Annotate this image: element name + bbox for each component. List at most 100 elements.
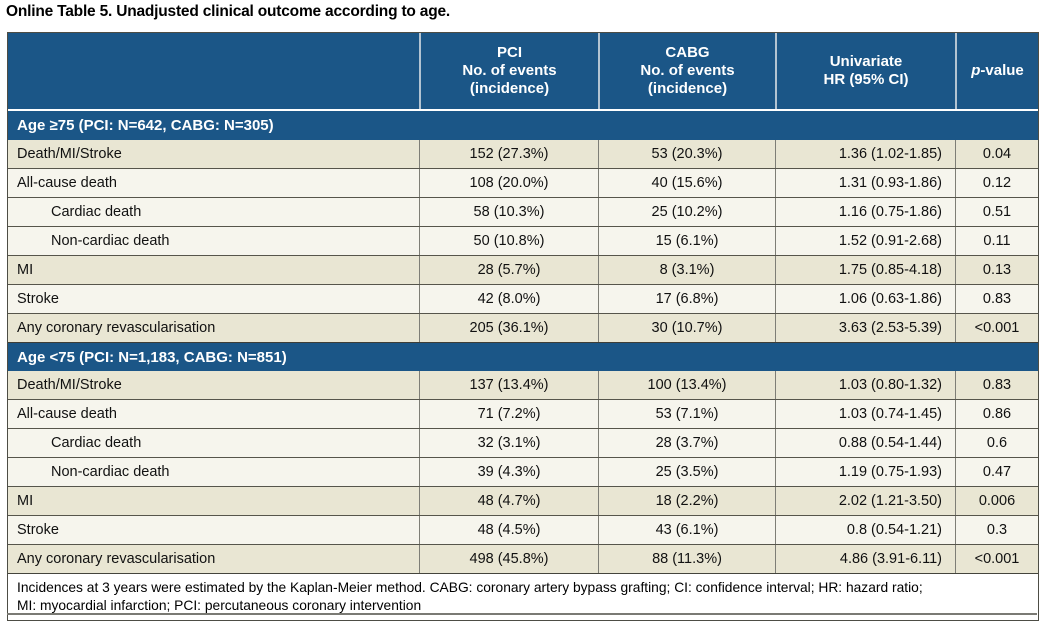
row-label: Death/MI/Stroke [17,377,122,393]
pci-value: 42 (8.0%) [419,285,598,313]
pci-value: 48 (4.7%) [419,487,598,515]
table-row-any-coronary-revascularisation: Any coronary revascularisation 498 (45.8… [8,544,1038,573]
p-value: 0.6 [955,429,1038,457]
table-footnote: Incidences at 3 years were estimated by … [8,573,1038,620]
hr-value: 1.06 (0.63-1.86) [775,285,955,313]
row-label-indented: Cardiac death [51,435,142,451]
pci-value: 137 (13.4%) [419,371,598,399]
row-label: Stroke [17,522,59,538]
footnote-line2: MI: myocardial infarction; PCI: percutan… [17,598,422,613]
pci-value: 108 (20.0%) [419,169,598,197]
row-label: Death/MI/Stroke [17,146,122,162]
row-label: All-cause death [17,175,117,191]
section-header-age-lt75: Age <75 (PCI: N=1,183, CABG: N=851) [8,342,1038,371]
table-row-any-coronary-revascularisation: Any coronary revascularisation 205 (36.1… [8,313,1038,342]
header-divider-gap [8,109,1038,111]
pci-value: 48 (4.5%) [419,516,598,544]
cabg-value: 25 (10.2%) [598,198,775,226]
cabg-value: 53 (7.1%) [598,400,775,428]
header-cabg-line2: No. of events [640,62,735,79]
pci-value: 28 (5.7%) [419,256,598,284]
hr-value: 0.8 (0.54-1.21) [775,516,955,544]
p-value: 0.12 [955,169,1038,197]
hr-value: 1.03 (0.80-1.32) [775,371,955,399]
table-row-death-mi-stroke: Death/MI/Stroke 152 (27.3%) 53 (20.3%) 1… [8,140,1038,168]
header-cabg-line1: CABG [665,44,710,61]
header-univariate-line1: Univariate [829,53,903,70]
header-pci-column: PCI No. of events (incidence) [419,33,598,109]
p-value: 0.11 [955,227,1038,255]
table-row-stroke: Stroke 48 (4.5%) 43 (6.1%) 0.8 (0.54-1.2… [8,515,1038,544]
header-pci-line2: No. of events [462,62,557,79]
p-value: 0.51 [955,198,1038,226]
bottom-rule [7,613,1037,615]
cabg-value: 43 (6.1%) [598,516,775,544]
header-outcome-column [8,33,419,109]
header-cabg-column: CABG No. of events (incidence) [598,33,775,109]
header-cabg-line3: (incidence) [647,80,728,97]
header-univariate-column: Univariate HR (95% CI) [775,33,955,109]
table-row-non-cardiac-death: Non-cardiac death 50 (10.8%) 15 (6.1%) 1… [8,226,1038,255]
cabg-value: 8 (3.1%) [598,256,775,284]
clinical-outcomes-table: PCI No. of events (incidence) CABG No. o… [7,32,1039,621]
cabg-value: 30 (10.7%) [598,314,775,342]
table-row-death-mi-stroke: Death/MI/Stroke 137 (13.4%) 100 (13.4%) … [8,371,1038,399]
header-pvalue-italic-p: p [971,62,981,79]
hr-value: 1.16 (0.75-1.86) [775,198,955,226]
pci-value: 50 (10.8%) [419,227,598,255]
section-header-age-ge75: Age ≥75 (PCI: N=642, CABG: N=305) [8,111,1038,140]
p-value: 0.04 [955,140,1038,168]
table-title: Online Table 5. Unadjusted clinical outc… [6,3,450,20]
pci-value: 39 (4.3%) [419,458,598,486]
pci-value: 152 (27.3%) [419,140,598,168]
pci-value: 205 (36.1%) [419,314,598,342]
hr-value: 1.36 (1.02-1.85) [775,140,955,168]
row-label-indented: Non-cardiac death [51,233,170,249]
cabg-value: 88 (11.3%) [598,545,775,573]
pci-value: 71 (7.2%) [419,400,598,428]
table-row-cardiac-death: Cardiac death 58 (10.3%) 25 (10.2%) 1.16… [8,197,1038,226]
row-label: All-cause death [17,406,117,422]
header-pci-line3: (incidence) [469,80,550,97]
pci-value: 498 (45.8%) [419,545,598,573]
row-label: Any coronary revascularisation [17,320,216,336]
hr-value: 1.03 (0.74-1.45) [775,400,955,428]
p-value: 0.13 [955,256,1038,284]
hr-value: 1.75 (0.85-4.18) [775,256,955,284]
footnote-line1: Incidences at 3 years were estimated by … [17,580,923,595]
pci-value: 58 (10.3%) [419,198,598,226]
hr-value: 1.31 (0.93-1.86) [775,169,955,197]
p-value: 0.3 [955,516,1038,544]
header-pvalue-column: p -value [955,33,1038,109]
cabg-value: 28 (3.7%) [598,429,775,457]
pci-value: 32 (3.1%) [419,429,598,457]
p-value: 0.47 [955,458,1038,486]
table-header-row: PCI No. of events (incidence) CABG No. o… [8,33,1038,109]
header-pvalue-rest: -value [980,62,1024,79]
cabg-value: 100 (13.4%) [598,371,775,399]
row-label: Any coronary revascularisation [17,551,216,567]
p-value: 0.83 [955,371,1038,399]
hr-value: 1.52 (0.91-2.68) [775,227,955,255]
cabg-value: 18 (2.2%) [598,487,775,515]
header-pci-line1: PCI [496,44,522,61]
cabg-value: 25 (3.5%) [598,458,775,486]
cabg-value: 40 (15.6%) [598,169,775,197]
header-univariate-line2: HR (95% CI) [823,71,909,88]
table-row-all-cause-death: All-cause death 71 (7.2%) 53 (7.1%) 1.03… [8,399,1038,428]
p-value: 0.86 [955,400,1038,428]
p-value: <0.001 [955,545,1038,573]
hr-value: 0.88 (0.54-1.44) [775,429,955,457]
hr-value: 4.86 (3.91-6.11) [775,545,955,573]
table-row-mi: MI 28 (5.7%) 8 (3.1%) 1.75 (0.85-4.18) 0… [8,255,1038,284]
cabg-value: 53 (20.3%) [598,140,775,168]
row-label: MI [17,493,34,509]
row-label: Stroke [17,291,59,307]
table-row-stroke: Stroke 42 (8.0%) 17 (6.8%) 1.06 (0.63-1.… [8,284,1038,313]
p-value: 0.83 [955,285,1038,313]
table-row-all-cause-death: All-cause death 108 (20.0%) 40 (15.6%) 1… [8,168,1038,197]
row-label-indented: Non-cardiac death [51,464,170,480]
table-row-non-cardiac-death: Non-cardiac death 39 (4.3%) 25 (3.5%) 1.… [8,457,1038,486]
cabg-value: 15 (6.1%) [598,227,775,255]
